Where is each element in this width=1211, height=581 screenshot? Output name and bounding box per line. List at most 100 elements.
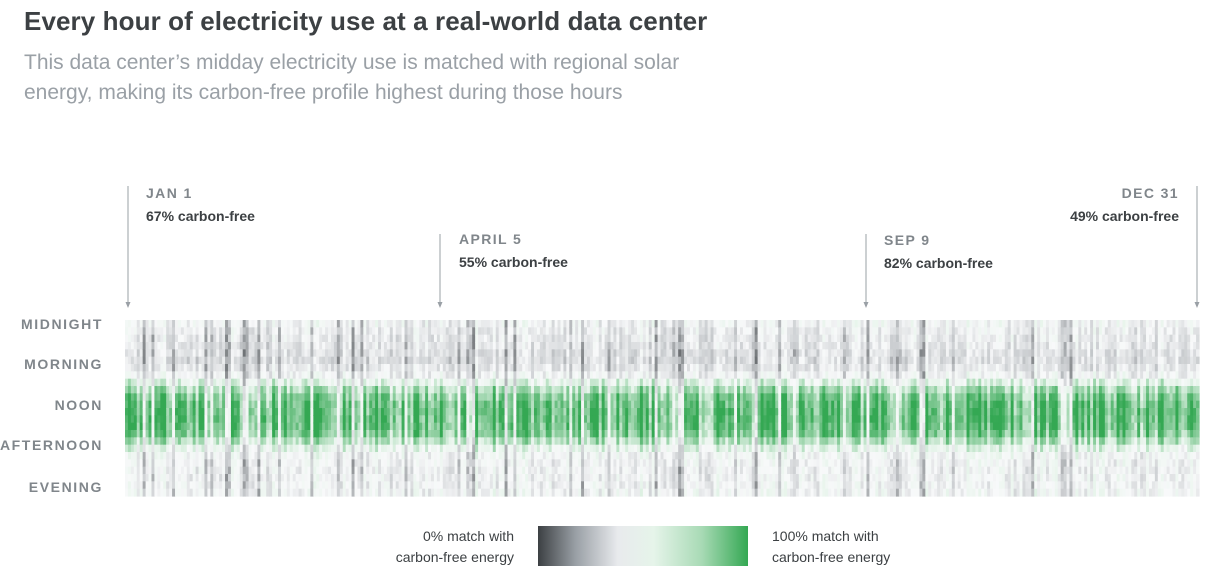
heatmap-cell xyxy=(613,349,617,358)
heatmap-cell xyxy=(425,481,429,490)
heatmap-cell xyxy=(516,393,520,402)
heatmap-cell xyxy=(407,415,412,424)
heatmap-cell xyxy=(689,327,694,336)
heatmap-cell xyxy=(378,378,382,387)
heatmap-cell xyxy=(669,378,673,387)
heatmap-cell xyxy=(366,437,370,446)
heatmap-cell xyxy=(604,466,609,475)
heatmap-cell xyxy=(486,488,491,497)
heatmap-cell xyxy=(163,334,167,343)
heatmap-cell xyxy=(233,349,238,358)
heatmap-cell xyxy=(216,342,220,350)
heatmap-cell xyxy=(316,408,320,416)
heatmap-cell xyxy=(157,474,161,482)
heatmap-cell xyxy=(325,452,329,460)
heatmap-cell xyxy=(554,466,559,475)
heatmap-cell xyxy=(501,466,506,475)
heatmap-cell xyxy=(233,437,238,446)
heatmap-cell xyxy=(260,430,264,438)
heatmap-cell xyxy=(545,452,550,460)
heatmap-cell xyxy=(531,320,535,328)
heatmap-cell xyxy=(675,364,679,372)
heatmap-cell xyxy=(395,459,400,468)
heatmap-cell xyxy=(610,488,615,497)
heatmap-cell xyxy=(663,488,668,497)
heatmap-cell xyxy=(201,378,206,387)
heatmap-cell xyxy=(463,474,467,482)
heatmap-cell xyxy=(151,342,156,350)
heatmap-cell xyxy=(383,371,388,380)
heatmap-cell xyxy=(357,349,361,358)
heatmap-cell xyxy=(395,452,400,460)
heatmap-cell xyxy=(307,400,311,409)
heatmap-cell xyxy=(316,430,320,438)
heatmap-cell xyxy=(710,342,715,350)
heatmap-cell xyxy=(695,393,700,402)
heatmap-cell xyxy=(175,474,179,482)
heatmap-cell xyxy=(713,334,718,343)
heatmap-cell xyxy=(398,481,403,490)
heatmap-cell xyxy=(260,415,264,424)
heatmap-cell xyxy=(245,356,250,365)
heatmap-cell xyxy=(545,364,550,372)
heatmap-cell xyxy=(263,488,267,497)
heatmap-cell xyxy=(395,356,400,365)
heatmap-cell xyxy=(454,437,459,446)
heatmap-cell xyxy=(319,415,323,424)
heatmap-cell xyxy=(431,371,435,380)
heatmap-cell xyxy=(704,466,709,475)
heatmap-cell xyxy=(657,415,662,424)
heatmap-cell xyxy=(289,320,294,328)
heatmap-cell xyxy=(681,327,685,336)
heatmap-cell xyxy=(166,364,170,372)
heatmap-cell xyxy=(522,488,526,497)
heatmap-cell xyxy=(127,327,132,336)
heatmap-cell xyxy=(210,474,214,482)
heatmap-cell xyxy=(169,342,173,350)
heatmap-cell xyxy=(266,459,270,468)
heatmap-cell xyxy=(592,378,597,387)
heatmap-cell xyxy=(389,422,394,431)
heatmap-cell xyxy=(519,349,523,358)
heatmap-cell xyxy=(448,488,453,497)
heatmap-cell xyxy=(666,437,670,446)
heatmap-cell xyxy=(386,415,391,424)
heatmap-cell xyxy=(634,386,638,394)
heatmap-cell xyxy=(445,459,450,468)
heatmap-cell xyxy=(413,400,417,409)
heatmap-cell xyxy=(581,437,585,446)
heatmap-cell xyxy=(713,430,718,438)
heatmap-cell xyxy=(519,386,523,394)
heatmap-cell xyxy=(692,378,697,387)
heatmap-cell xyxy=(672,386,676,394)
heatmap-cell xyxy=(360,408,364,416)
heatmap-cell xyxy=(519,356,523,365)
heatmap-cell xyxy=(133,356,138,365)
heatmap-cell xyxy=(572,320,576,328)
heatmap-cell xyxy=(463,342,467,350)
heatmap-cell xyxy=(213,459,217,468)
heatmap-cell xyxy=(313,488,317,497)
heatmap-cell xyxy=(310,488,314,497)
heatmap-cell xyxy=(280,364,285,372)
heatmap-cell xyxy=(404,452,409,460)
heatmap-cell xyxy=(622,430,626,438)
heatmap-cell xyxy=(407,474,412,482)
heatmap-cell xyxy=(410,320,414,328)
heatmap-cell xyxy=(275,342,279,350)
heatmap-cell xyxy=(298,459,303,468)
heatmap-cell xyxy=(695,415,700,424)
heatmap-cell xyxy=(172,452,176,460)
heatmap-cell xyxy=(598,342,603,350)
heatmap-cell xyxy=(722,356,726,365)
heatmap-cell xyxy=(666,400,670,409)
heatmap-cell xyxy=(498,327,503,336)
heatmap-cell xyxy=(492,378,497,387)
heatmap-cell xyxy=(725,342,729,350)
heatmap-cell xyxy=(292,364,297,372)
heatmap-cell xyxy=(598,474,603,482)
heatmap-cell xyxy=(280,481,285,490)
heatmap-cell xyxy=(225,430,229,438)
heatmap-cell xyxy=(713,364,718,372)
heatmap-cell xyxy=(663,474,668,482)
